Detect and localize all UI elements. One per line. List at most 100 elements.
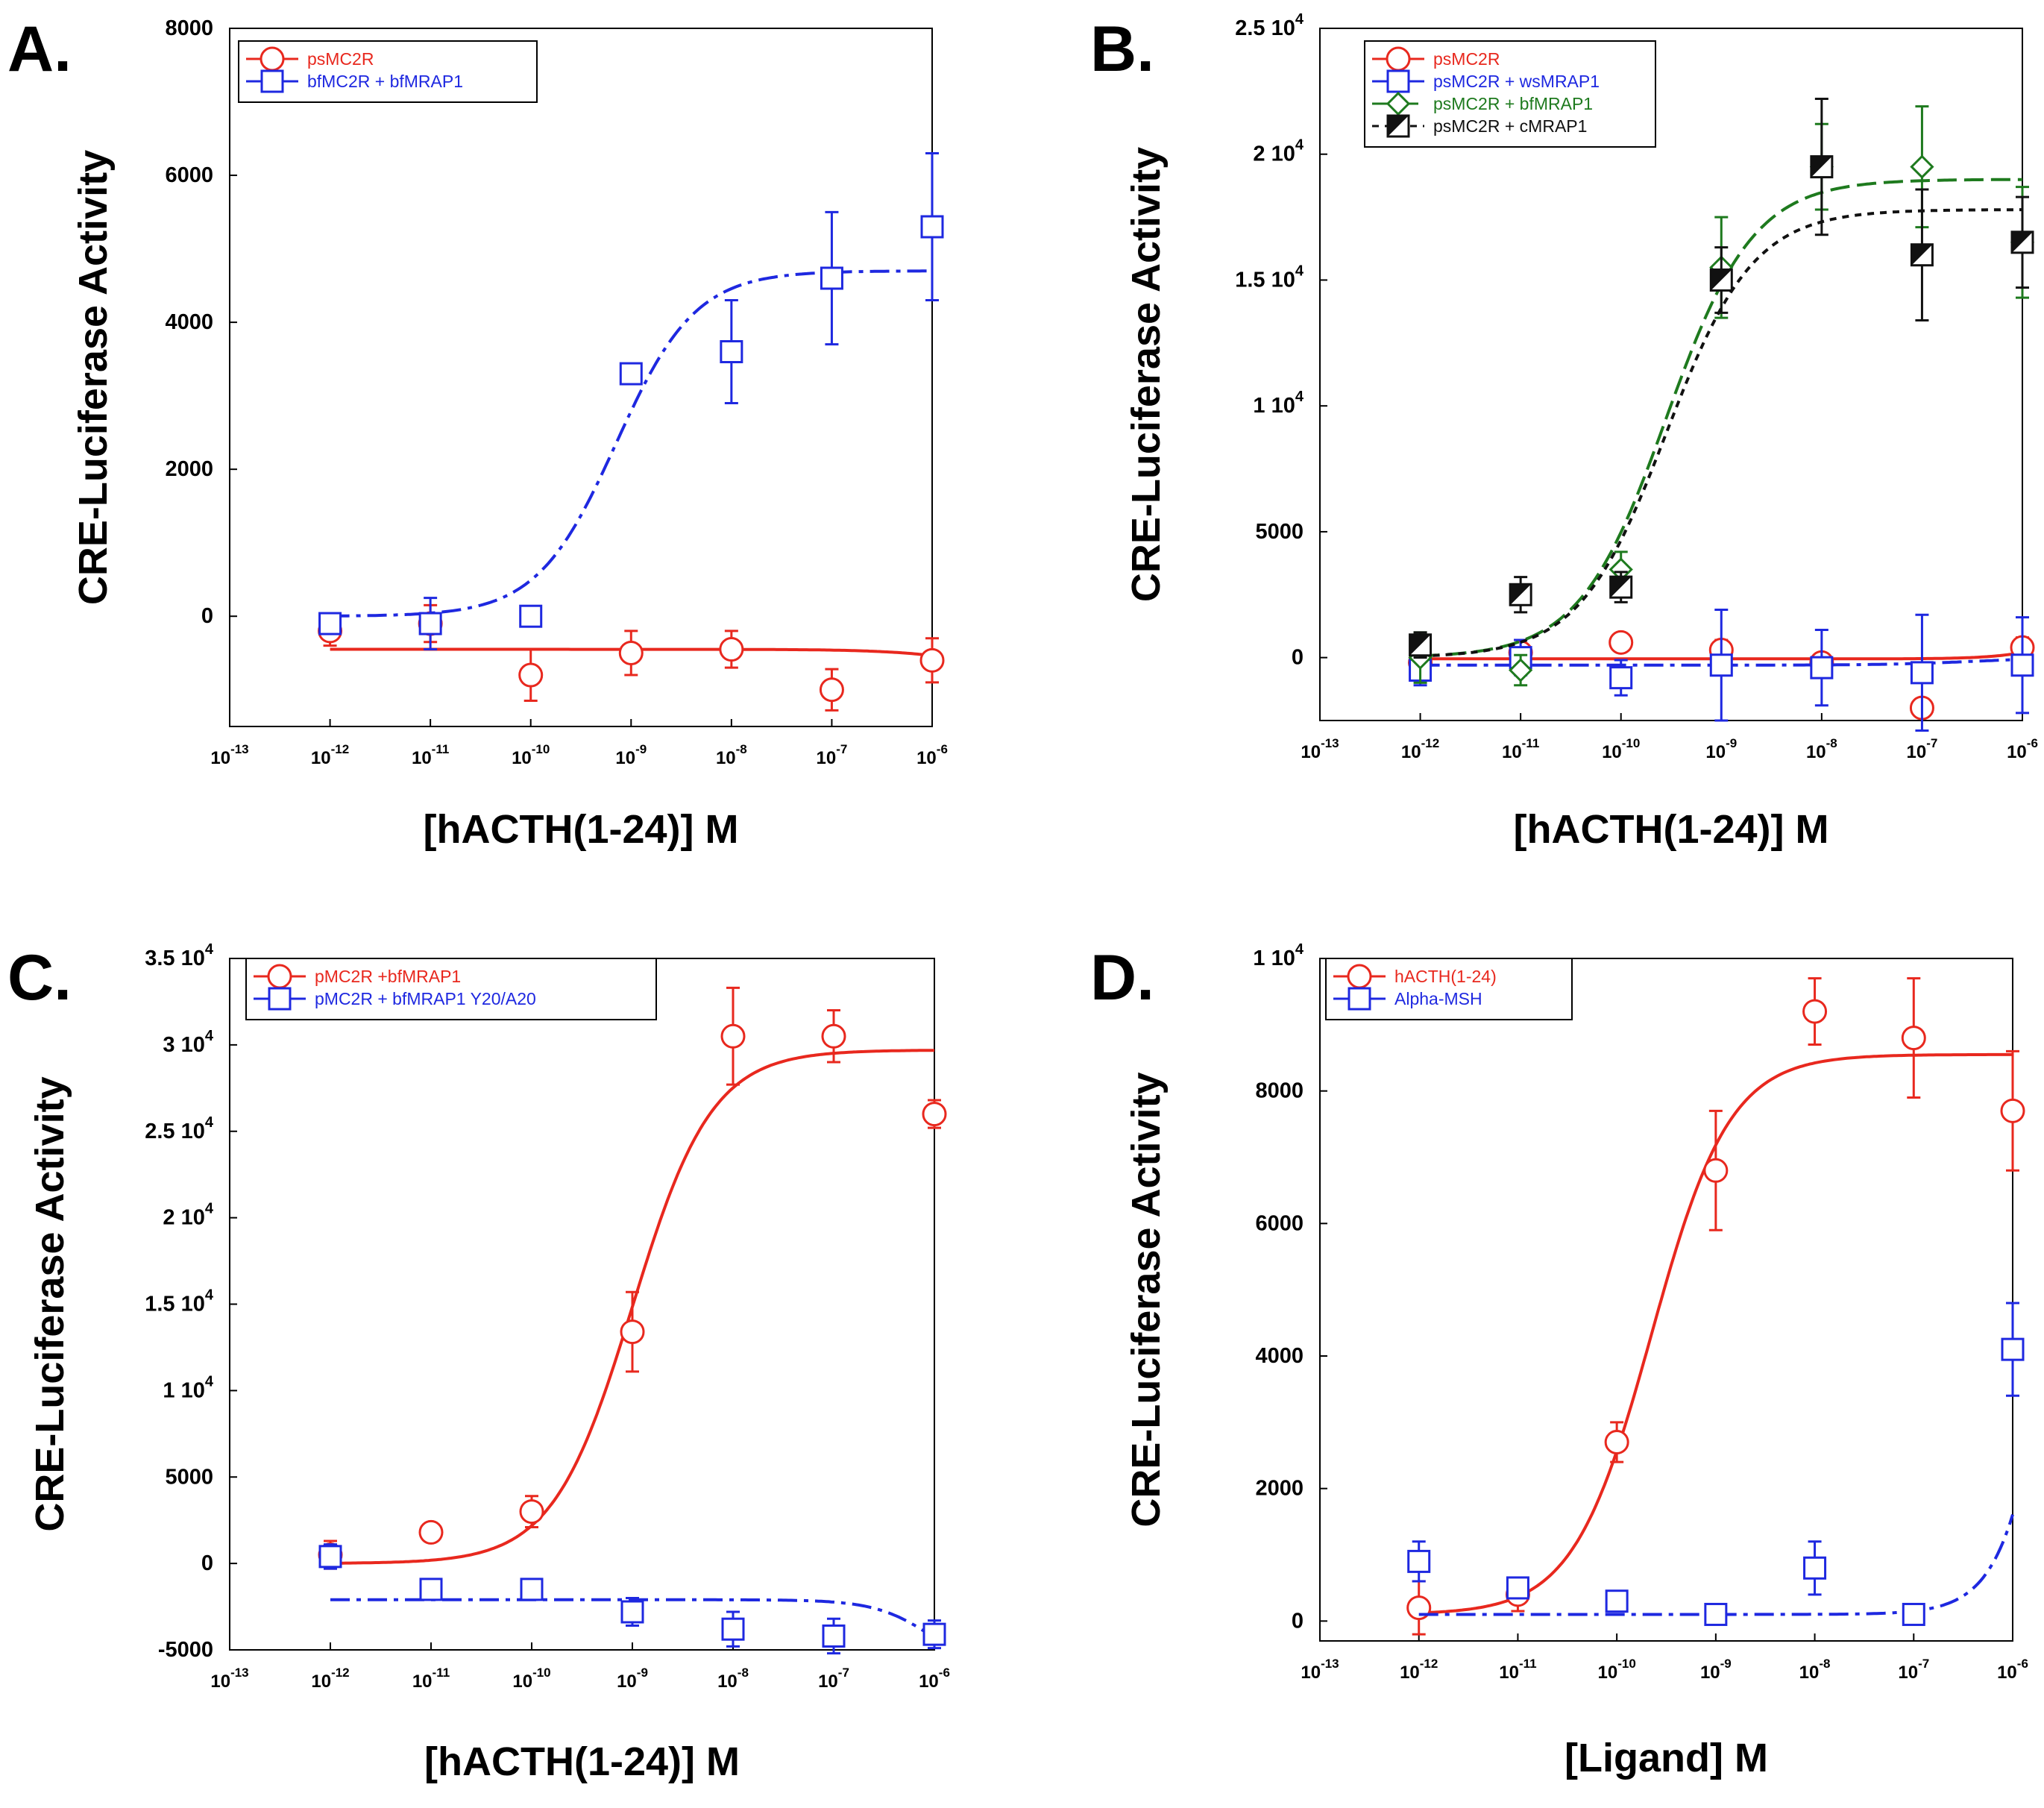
data-point xyxy=(1910,243,1934,267)
y-tick-label: 0 xyxy=(201,1551,213,1575)
y-axis-label: CRE-Luciferase Activity xyxy=(1124,147,1169,602)
series-2 xyxy=(1409,609,2034,732)
legend-label: pMC2R + bfMRAP1 Y20/A20 xyxy=(315,989,536,1008)
series-1 xyxy=(318,986,947,1570)
x-tick-label: 10-11 xyxy=(1502,736,1539,762)
data-point xyxy=(2001,1337,2025,1361)
x-tick-label: 10-11 xyxy=(412,1666,450,1692)
legend-box xyxy=(238,40,538,103)
x-tick-label: 10-6 xyxy=(916,742,948,768)
x-tick-label: 10-8 xyxy=(717,1666,749,1692)
chart-panel-a: A. 10-13 10-12 10-11 10-10 10-9 10-8 10-7 10-6 0 2… xyxy=(7,13,948,852)
data-point xyxy=(1910,661,1934,685)
chart-panel-c: C. 10-13 10-12 10-11 10-10 10-9 10-8 10-7 10-6 -5… xyxy=(7,941,950,1784)
data-point xyxy=(618,640,644,665)
data-point xyxy=(1609,630,1634,655)
series-3 xyxy=(1408,105,2035,687)
fit-curve xyxy=(330,269,932,618)
y-tick-label: 2 104 xyxy=(1253,137,1304,166)
y-axis-label: CRE-Luciferase Activity xyxy=(71,150,116,605)
x-axis-label: [Ligand] M xyxy=(1565,1736,1768,1780)
y-tick-label: 6000 xyxy=(165,163,213,187)
y-tick-label: 0 xyxy=(1292,646,1304,670)
data-point xyxy=(519,1499,544,1525)
data-point xyxy=(820,266,843,290)
y-tick-label: 1.5 104 xyxy=(145,1287,214,1316)
x-tick-label: 10-12 xyxy=(1400,1657,1438,1683)
data-point xyxy=(2010,230,2034,254)
y-tick-label: 1 104 xyxy=(163,1373,213,1402)
legend-marker xyxy=(1386,91,1411,116)
x-axis-label: [hACTH(1-24)] M xyxy=(1514,807,1829,852)
x-axis-label: [hACTH(1-24)] M xyxy=(424,1739,740,1784)
y-tick-label: 2.5 104 xyxy=(145,1114,214,1143)
data-point xyxy=(318,612,342,635)
y-tick-label: 5000 xyxy=(1255,520,1304,544)
data-point xyxy=(819,677,844,703)
data-point xyxy=(1609,575,1633,599)
legend-marker xyxy=(1386,69,1410,93)
data-point xyxy=(2010,653,2034,677)
panel-label: B. xyxy=(1090,13,1154,85)
x-tick-label: 10-10 xyxy=(512,1666,550,1692)
data-point xyxy=(822,1624,846,1648)
data-point xyxy=(720,1023,746,1049)
legend-marker xyxy=(268,987,292,1011)
legend-marker xyxy=(1386,46,1411,72)
data-point xyxy=(519,604,543,628)
x-tick-label: 10-7 xyxy=(818,1666,849,1692)
data-point xyxy=(620,1319,645,1345)
legend: pMC2R +bfMRAP1 pMC2R + bfMRAP1 Y20/A20 xyxy=(245,958,657,1020)
legend-label: psMC2R + bfMRAP1 xyxy=(1433,94,1593,113)
marker-fill xyxy=(1711,269,1732,291)
legend-marker xyxy=(260,46,285,72)
marker-fill xyxy=(1811,156,1832,178)
legend-label: Alpha-MSH xyxy=(1394,989,1482,1008)
data-point xyxy=(1605,1589,1629,1613)
legend-label: psMC2R xyxy=(307,49,374,69)
marker-fill xyxy=(1409,634,1431,656)
series-1 xyxy=(318,603,945,712)
data-point xyxy=(520,1578,544,1601)
data-point xyxy=(719,637,744,662)
legend-marker xyxy=(267,964,292,989)
x-tick-label: 10-10 xyxy=(1598,1657,1636,1683)
legend: hACTH(1-24) Alpha-MSH xyxy=(1325,958,1573,1020)
x-tick-label: 10-8 xyxy=(1806,736,1837,762)
legend-marker xyxy=(1348,987,1371,1011)
x-axis-label: [hACTH(1-24)] M xyxy=(424,807,739,852)
x-tick-label: 10-8 xyxy=(1799,1657,1831,1683)
data-point xyxy=(1409,633,1433,657)
legend-label: psMC2R + wsMRAP1 xyxy=(1433,72,1600,91)
x-tick-label: 10-13 xyxy=(1301,736,1339,762)
data-point xyxy=(1704,1602,1728,1626)
legend-marker xyxy=(1386,114,1410,138)
x-tick-label: 10-7 xyxy=(817,742,848,768)
x-tick-label: 10-10 xyxy=(512,742,550,768)
marker-fill xyxy=(2012,231,2033,253)
y-tick-label: 2000 xyxy=(1255,1477,1304,1501)
data-point xyxy=(620,1600,644,1624)
y-tick-label: -5000 xyxy=(158,1638,213,1662)
y-tick-label: 3 104 xyxy=(163,1028,213,1057)
legend-sample xyxy=(1333,987,1386,1011)
legend-sample xyxy=(1372,69,1424,93)
panel-label: C. xyxy=(7,942,72,1014)
x-tick-label: 10-9 xyxy=(1700,1657,1732,1683)
plot-frame xyxy=(1319,28,2023,721)
x-tick-label: 10-12 xyxy=(311,1666,349,1692)
y-tick-label: 4000 xyxy=(1255,1344,1304,1368)
data-point xyxy=(922,1102,947,1127)
series-2 xyxy=(1407,1302,2025,1626)
data-point xyxy=(619,362,643,386)
x-tick-label: 10-13 xyxy=(1301,1657,1339,1683)
y-tick-label: 3.5 104 xyxy=(145,941,214,970)
data-point xyxy=(922,1622,946,1646)
data-point xyxy=(418,612,442,635)
y-tick-label: 2000 xyxy=(165,457,213,481)
series-1 xyxy=(1406,977,2025,1636)
y-tick-label: 4000 xyxy=(165,310,213,334)
data-point xyxy=(1802,999,1828,1024)
legend: psMC2R bfMC2R + bfMRAP1 xyxy=(238,40,538,103)
y-tick-label: 1 104 xyxy=(1253,941,1304,970)
